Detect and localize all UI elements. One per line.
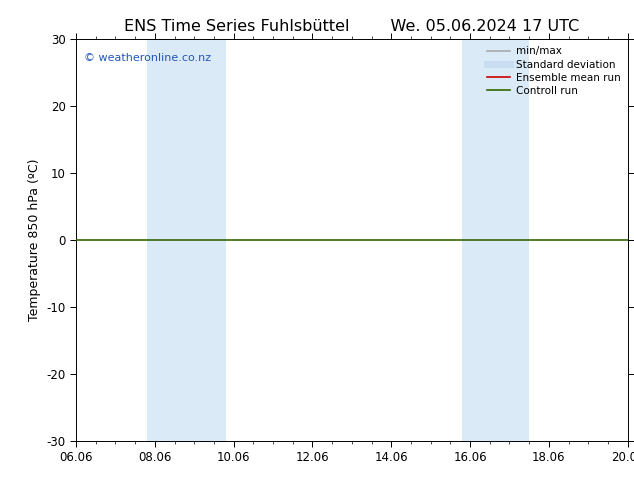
Bar [147,39,226,441]
Y-axis label: Temperature 850 hPa (ºC): Temperature 850 hPa (ºC) [28,159,41,321]
Legend: min/max, Standard deviation, Ensemble mean run, Controll run: min/max, Standard deviation, Ensemble me… [483,42,624,100]
Text: © weatheronline.co.nz: © weatheronline.co.nz [84,53,212,63]
Bar [462,39,529,441]
Title: ENS Time Series Fuhlsbüttel        We. 05.06.2024 17 UTC: ENS Time Series Fuhlsbüttel We. 05.06.20… [124,19,579,34]
